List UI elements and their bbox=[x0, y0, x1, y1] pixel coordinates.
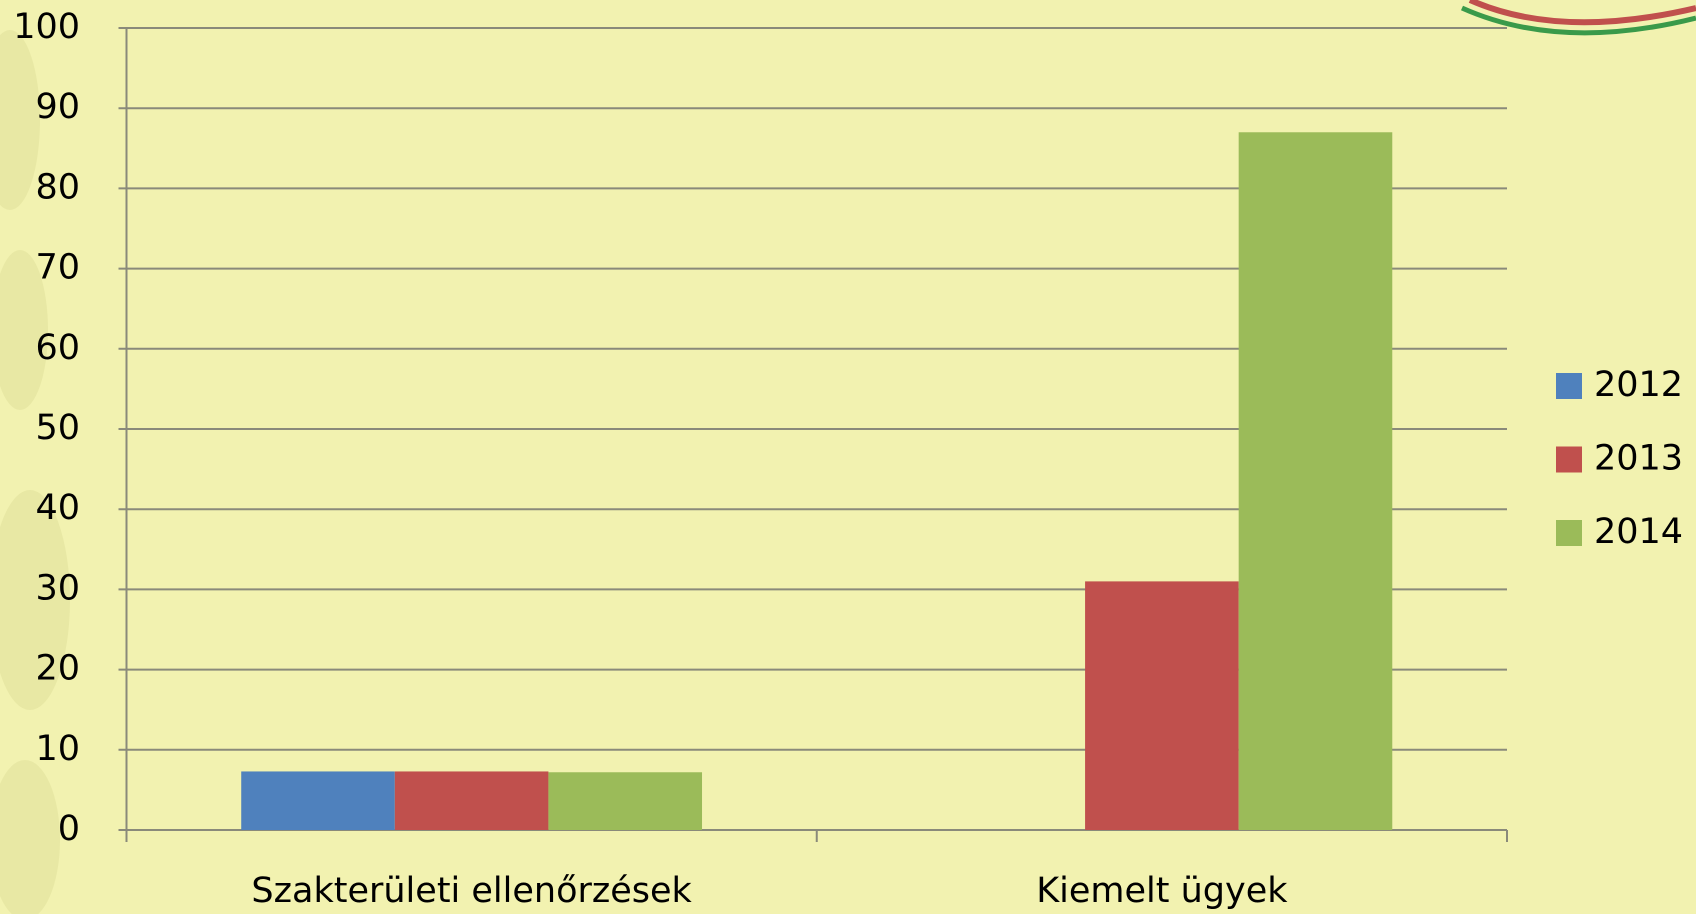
legend-label: 2013 bbox=[1594, 439, 1683, 479]
legend-swatch bbox=[1556, 447, 1582, 473]
bar bbox=[241, 771, 395, 830]
y-tick-label: 70 bbox=[35, 248, 80, 288]
y-tick-label: 10 bbox=[35, 729, 80, 769]
y-tick-label: 60 bbox=[35, 328, 80, 368]
y-tick-label: 50 bbox=[35, 408, 80, 448]
x-tick-label: Szakterületi ellenőrzések bbox=[251, 871, 692, 911]
y-tick-label: 100 bbox=[13, 7, 80, 47]
legend-swatch bbox=[1556, 373, 1582, 399]
legend-label: 2012 bbox=[1594, 365, 1683, 405]
legend-label: 2014 bbox=[1594, 512, 1683, 552]
y-tick-label: 80 bbox=[35, 167, 80, 207]
bar bbox=[1239, 132, 1393, 830]
y-tick-label: 40 bbox=[35, 488, 80, 528]
y-tick-label: 0 bbox=[58, 809, 80, 849]
x-tick-label: Kiemelt ügyek bbox=[1036, 871, 1288, 911]
bar bbox=[395, 771, 549, 830]
chart: 0 10 20 30 40 50 60 70 80 90 100 Szakterületi ellen… bbox=[0, 0, 1696, 914]
y-tick-label: 20 bbox=[35, 649, 80, 689]
legend-swatch bbox=[1556, 520, 1582, 546]
y-tick-label: 90 bbox=[35, 87, 80, 127]
bar bbox=[548, 772, 702, 830]
bar bbox=[1085, 581, 1239, 830]
y-tick-label: 30 bbox=[35, 568, 80, 608]
